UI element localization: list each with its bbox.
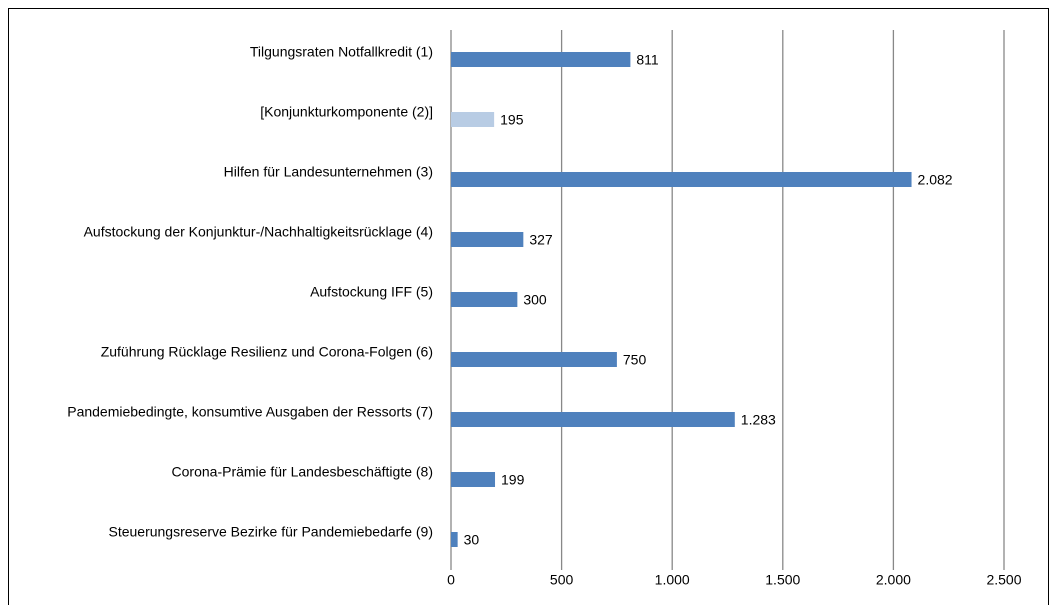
x-tick-label: 1.500 [765,572,800,588]
y-tick-label: Zuführung Rücklage Resilienz und Corona-… [101,344,433,360]
chart-border [8,8,1049,605]
bar [451,532,458,547]
y-tick-label: [Konjunkturkomponente (2)] [260,104,433,120]
x-tick-label: 0 [447,572,455,588]
bar [451,232,524,247]
bar [451,172,912,187]
value-label: 199 [501,472,525,488]
value-label: 1.283 [741,412,776,428]
y-tick-label: Tilgungsraten Notfallkredit (1) [250,44,433,60]
y-tick-label: Corona-Prämie für Landesbeschäftigte (8) [172,464,433,480]
bar [451,472,496,487]
value-label: 750 [623,352,647,368]
y-tick-label: Steuerungsreserve Bezirke für Pandemiebe… [108,524,433,540]
value-label: 300 [523,292,547,308]
value-label: 195 [500,112,524,128]
y-tick-label: Aufstockung der Konjunktur-/Nachhaltigke… [84,224,433,240]
y-tick-label: Hilfen für Landesunternehmen (3) [224,164,433,180]
x-tick-label: 2.500 [986,572,1021,588]
bar [451,352,617,367]
y-tick-label: Pandemiebedingte, konsumtive Ausgaben de… [67,404,433,420]
value-label: 30 [464,532,480,548]
bar [451,52,631,67]
bar [451,112,495,127]
bar [451,412,735,427]
value-label: 327 [529,232,553,248]
x-tick-label: 2.000 [876,572,911,588]
value-label: 811 [636,52,659,68]
x-tick-label: 500 [550,572,574,588]
x-tick-label: 1.000 [655,572,690,588]
y-tick-label: Aufstockung IFF (5) [310,284,433,300]
bar [451,292,518,307]
value-label: 2.082 [918,172,953,188]
